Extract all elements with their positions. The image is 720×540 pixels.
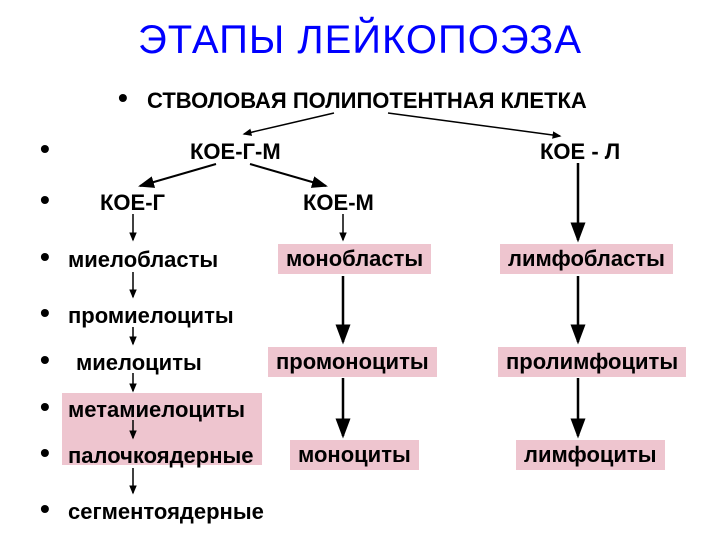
node-prolymphocytes: пролимфоциты <box>498 347 686 377</box>
bullet: • <box>40 241 50 273</box>
node-promonocytes: промоноциты <box>268 347 437 377</box>
node-root: СТВОЛОВАЯ ПОЛИПОТЕНТНАЯ КЛЕТКА <box>147 88 587 114</box>
node-myelocytes: миелоциты <box>76 350 202 376</box>
bullet: • <box>40 437 50 469</box>
node-koe-gm: КОЕ-Г-М <box>190 139 281 165</box>
node-promyelocytes: промиелоциты <box>68 303 234 329</box>
node-koe-l: КОЕ - Л <box>540 139 620 165</box>
bullet: • <box>40 493 50 525</box>
node-segmented: сегментоядерные <box>68 499 264 525</box>
node-koe-m: КОЕ-М <box>303 190 374 216</box>
bullet: • <box>40 344 50 376</box>
node-monocytes: моноциты <box>290 440 419 470</box>
bullet: • <box>118 82 128 114</box>
bullet: • <box>40 297 50 329</box>
bullet: • <box>40 133 50 165</box>
node-monoblasts: монобласты <box>278 244 431 274</box>
page-title: ЭТАПЫ ЛЕЙКОПОЭЗА <box>0 18 720 63</box>
node-lymphocytes: лимфоциты <box>516 440 665 470</box>
node-metamyelocytes: метамиелоциты <box>68 397 245 423</box>
node-lymphoblasts: лимфобласты <box>500 244 673 274</box>
node-myeloblasts: миелобласты <box>68 247 218 273</box>
bullet: • <box>40 391 50 423</box>
node-koe-g: КОЕ-Г <box>100 190 165 216</box>
bullet: • <box>40 184 50 216</box>
node-band: палочкоядерные <box>68 443 254 469</box>
